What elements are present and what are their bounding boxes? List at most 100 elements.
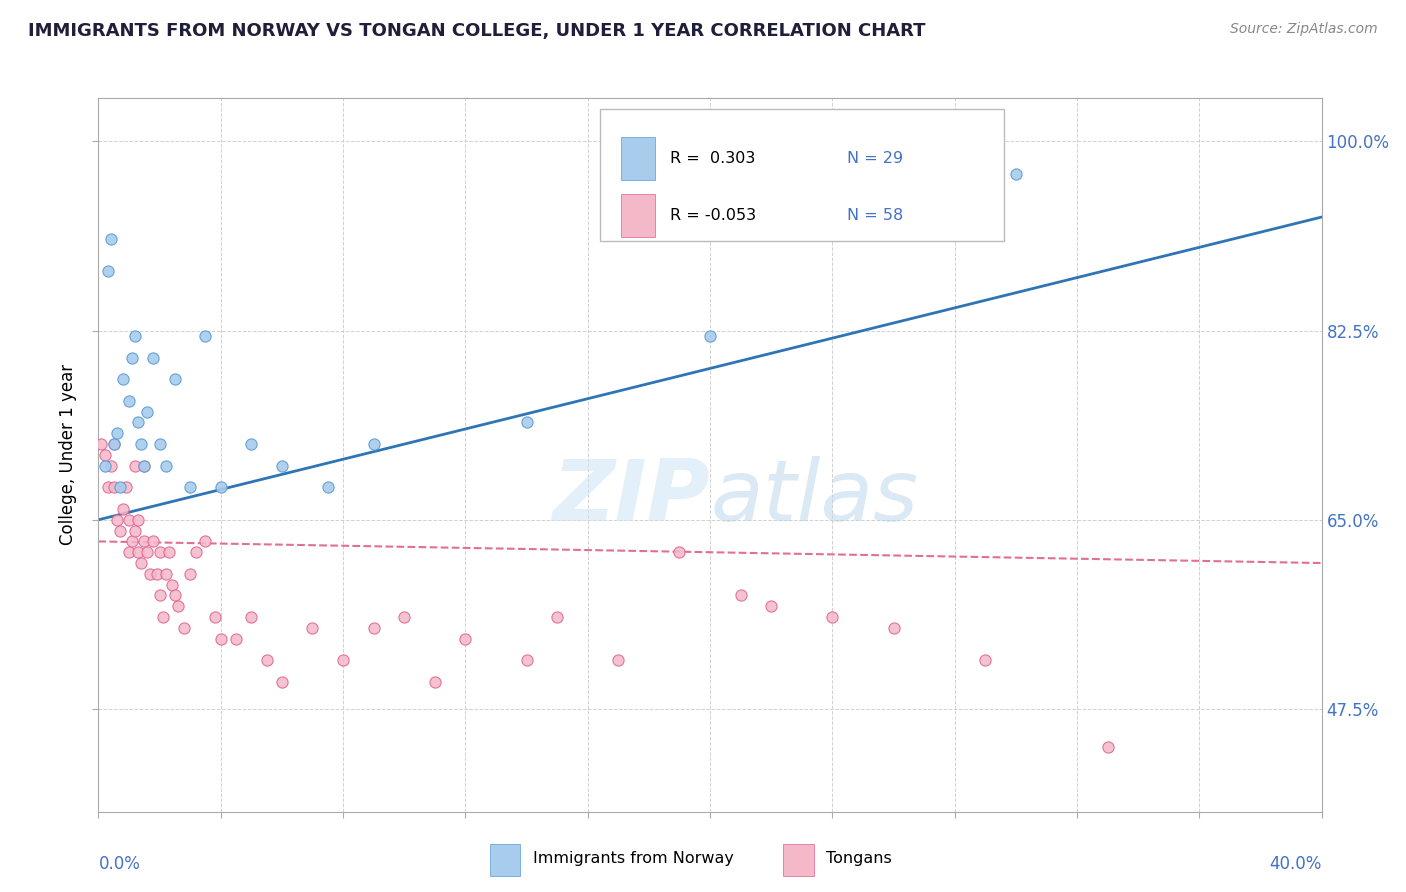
Point bbox=[103, 437, 125, 451]
Point bbox=[730, 589, 752, 603]
Point bbox=[516, 416, 538, 430]
Point bbox=[121, 534, 143, 549]
Point bbox=[149, 437, 172, 451]
Point bbox=[142, 534, 165, 549]
Point bbox=[142, 351, 165, 365]
Point bbox=[1097, 739, 1119, 754]
Point bbox=[883, 621, 905, 635]
Text: IMMIGRANTS FROM NORWAY VS TONGAN COLLEGE, UNDER 1 YEAR CORRELATION CHART: IMMIGRANTS FROM NORWAY VS TONGAN COLLEGE… bbox=[28, 22, 925, 40]
Point bbox=[163, 372, 186, 386]
Point bbox=[134, 534, 156, 549]
Point bbox=[100, 458, 122, 473]
Point bbox=[124, 524, 146, 538]
Point bbox=[607, 653, 630, 667]
Point bbox=[155, 566, 177, 581]
Point bbox=[103, 480, 125, 494]
Text: 40.0%: 40.0% bbox=[1270, 855, 1322, 873]
Point bbox=[454, 632, 477, 646]
Point bbox=[363, 621, 385, 635]
Point bbox=[134, 458, 156, 473]
Point bbox=[546, 610, 568, 624]
Point bbox=[423, 675, 446, 690]
Point bbox=[668, 545, 690, 559]
Point bbox=[93, 448, 115, 462]
Point bbox=[240, 437, 263, 451]
Point bbox=[209, 632, 232, 646]
Point bbox=[163, 589, 186, 603]
Point bbox=[974, 653, 997, 667]
Point bbox=[97, 480, 120, 494]
Point bbox=[155, 458, 177, 473]
Point bbox=[225, 632, 247, 646]
Point bbox=[118, 513, 141, 527]
Point bbox=[167, 599, 190, 614]
Text: R = -0.053: R = -0.053 bbox=[669, 209, 756, 223]
Point bbox=[173, 621, 195, 635]
Point bbox=[160, 577, 183, 591]
Point bbox=[115, 480, 138, 494]
Point bbox=[240, 610, 263, 624]
Text: N = 58: N = 58 bbox=[846, 209, 903, 223]
Point bbox=[100, 232, 122, 246]
Point bbox=[316, 480, 339, 494]
Point bbox=[121, 351, 143, 365]
Point bbox=[139, 566, 162, 581]
Point bbox=[761, 599, 783, 614]
Text: ZIP: ZIP bbox=[553, 456, 710, 540]
Point bbox=[270, 458, 294, 473]
FancyBboxPatch shape bbox=[620, 194, 655, 237]
Point bbox=[270, 675, 294, 690]
Text: Immigrants from Norway: Immigrants from Norway bbox=[533, 851, 734, 865]
Point bbox=[108, 524, 131, 538]
Point bbox=[157, 545, 180, 559]
Point bbox=[301, 621, 323, 635]
Point bbox=[179, 480, 201, 494]
FancyBboxPatch shape bbox=[600, 109, 1004, 241]
FancyBboxPatch shape bbox=[620, 137, 655, 180]
Point bbox=[105, 426, 128, 441]
Point bbox=[124, 458, 146, 473]
Point bbox=[124, 329, 146, 343]
Point bbox=[1004, 167, 1026, 181]
Point bbox=[149, 589, 172, 603]
Text: R =  0.303: R = 0.303 bbox=[669, 152, 755, 166]
Point bbox=[136, 405, 159, 419]
Point bbox=[516, 653, 538, 667]
Point bbox=[194, 329, 217, 343]
Point bbox=[186, 545, 208, 559]
Point bbox=[149, 545, 172, 559]
Point bbox=[179, 566, 201, 581]
Point bbox=[118, 393, 141, 408]
FancyBboxPatch shape bbox=[489, 844, 520, 876]
Point bbox=[118, 545, 141, 559]
Point bbox=[127, 545, 149, 559]
Point bbox=[127, 416, 149, 430]
Point bbox=[134, 458, 156, 473]
Point bbox=[256, 653, 278, 667]
Point bbox=[145, 566, 167, 581]
Point bbox=[363, 437, 385, 451]
Point bbox=[108, 480, 131, 494]
Point bbox=[209, 480, 232, 494]
Point bbox=[136, 545, 159, 559]
Text: N = 29: N = 29 bbox=[846, 152, 903, 166]
Text: Source: ZipAtlas.com: Source: ZipAtlas.com bbox=[1230, 22, 1378, 37]
Point bbox=[97, 264, 120, 278]
Text: Tongans: Tongans bbox=[827, 851, 891, 865]
Point bbox=[103, 437, 125, 451]
FancyBboxPatch shape bbox=[783, 844, 814, 876]
Point bbox=[152, 610, 174, 624]
Point bbox=[105, 513, 128, 527]
Point bbox=[129, 556, 152, 570]
Point bbox=[129, 437, 152, 451]
Point bbox=[111, 372, 134, 386]
Point bbox=[883, 178, 905, 192]
Point bbox=[90, 437, 112, 451]
Y-axis label: College, Under 1 year: College, Under 1 year bbox=[59, 364, 77, 546]
Text: atlas: atlas bbox=[710, 456, 918, 540]
Point bbox=[821, 610, 844, 624]
Point bbox=[127, 513, 149, 527]
Text: 0.0%: 0.0% bbox=[98, 855, 141, 873]
Point bbox=[699, 329, 721, 343]
Point bbox=[392, 610, 416, 624]
